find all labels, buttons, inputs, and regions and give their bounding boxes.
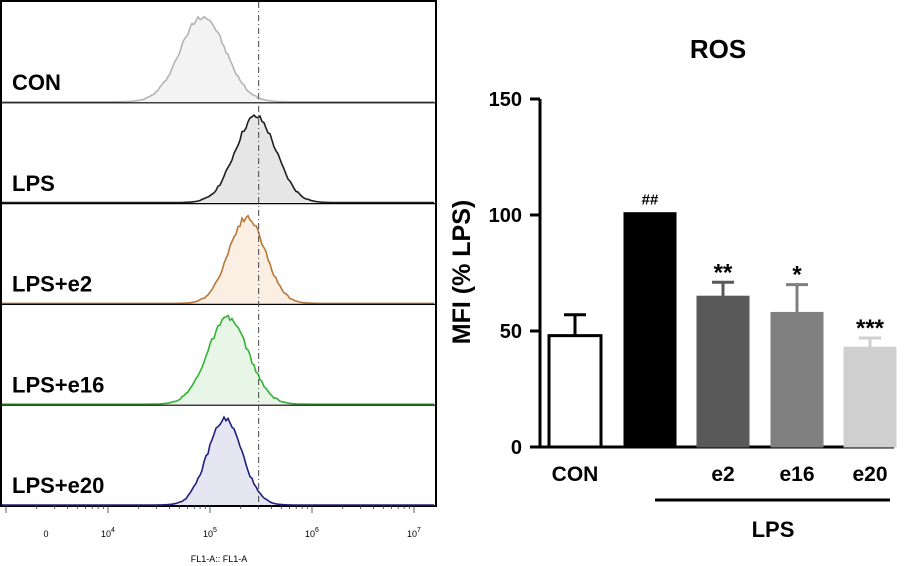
y-axis-label: MFI (% LPS) xyxy=(448,200,476,344)
significance-marker: * xyxy=(792,262,802,289)
histogram-x-axis: 0 104 105 106 107 xyxy=(5,505,421,539)
x-tick-label: e16 xyxy=(779,463,814,486)
histogram-panel: LPS xyxy=(2,102,435,204)
x-tick-label: 106 xyxy=(305,527,319,539)
histogram-panel-label: LPS+e20 xyxy=(12,473,104,498)
histogram-x-axis-label: FL1-A:: FL1-A xyxy=(191,554,248,564)
histogram-panel-label: CON xyxy=(12,70,61,95)
x-tick-label: 0 xyxy=(43,529,48,539)
significance-marker: ** xyxy=(714,259,733,286)
histogram-curve xyxy=(2,114,434,204)
y-tick-label: 150 xyxy=(489,89,522,111)
histogram-fill xyxy=(2,215,435,304)
bar xyxy=(623,212,677,448)
histogram-panel: LPS+e2 xyxy=(2,203,435,305)
histogram-curve xyxy=(2,214,434,305)
x-tick-label: 107 xyxy=(407,527,421,539)
histogram-curve xyxy=(2,314,434,405)
histogram-panel: LPS+e16 xyxy=(2,303,435,405)
x-tick-label: CON xyxy=(552,463,599,486)
histogram-fill xyxy=(2,315,435,405)
x-axis-tick-labels: CON e2 e16 e20 xyxy=(552,463,888,486)
bar xyxy=(770,311,824,448)
histogram-panel-label: LPS xyxy=(12,171,55,196)
bar-marks: ##** **** xyxy=(547,192,897,449)
x-tick-label: e20 xyxy=(852,463,887,486)
x-tick-label: e2 xyxy=(711,463,734,486)
bar xyxy=(696,295,750,448)
histogram-panel-label: LPS+e2 xyxy=(12,272,92,297)
y-tick-label: 0 xyxy=(511,437,522,459)
bar xyxy=(547,334,603,449)
histogram-panels: CON LPS LPS+e2 LPS+e16 LPS+e20 xyxy=(2,15,435,506)
histogram-curve xyxy=(2,415,434,506)
x-tick-label: 105 xyxy=(203,527,217,539)
y-tick-label: 50 xyxy=(500,321,522,343)
significance-marker: *** xyxy=(856,315,885,342)
histogram-panel: CON xyxy=(2,15,435,103)
lps-group-label: LPS xyxy=(752,517,795,542)
flow-histogram-chart: CON LPS LPS+e2 LPS+e16 LPS+e20 0 104 105 106 107… xyxy=(0,0,437,564)
histogram-panel: LPS+e20 xyxy=(2,404,435,506)
histogram-fill xyxy=(2,115,435,203)
histogram-curve xyxy=(2,15,434,103)
y-axis-ticks: 0 50 100 150 xyxy=(489,89,540,459)
significance-marker: ## xyxy=(642,192,659,209)
histogram-frame xyxy=(0,0,437,507)
histogram-fill xyxy=(2,417,435,505)
histogram-panel-label: LPS+e16 xyxy=(12,372,104,397)
y-tick-label: 100 xyxy=(489,205,522,227)
histogram-fill xyxy=(2,16,435,102)
x-tick-label: 104 xyxy=(101,527,115,539)
chart-title: ROS xyxy=(690,34,746,64)
bar xyxy=(843,346,897,448)
